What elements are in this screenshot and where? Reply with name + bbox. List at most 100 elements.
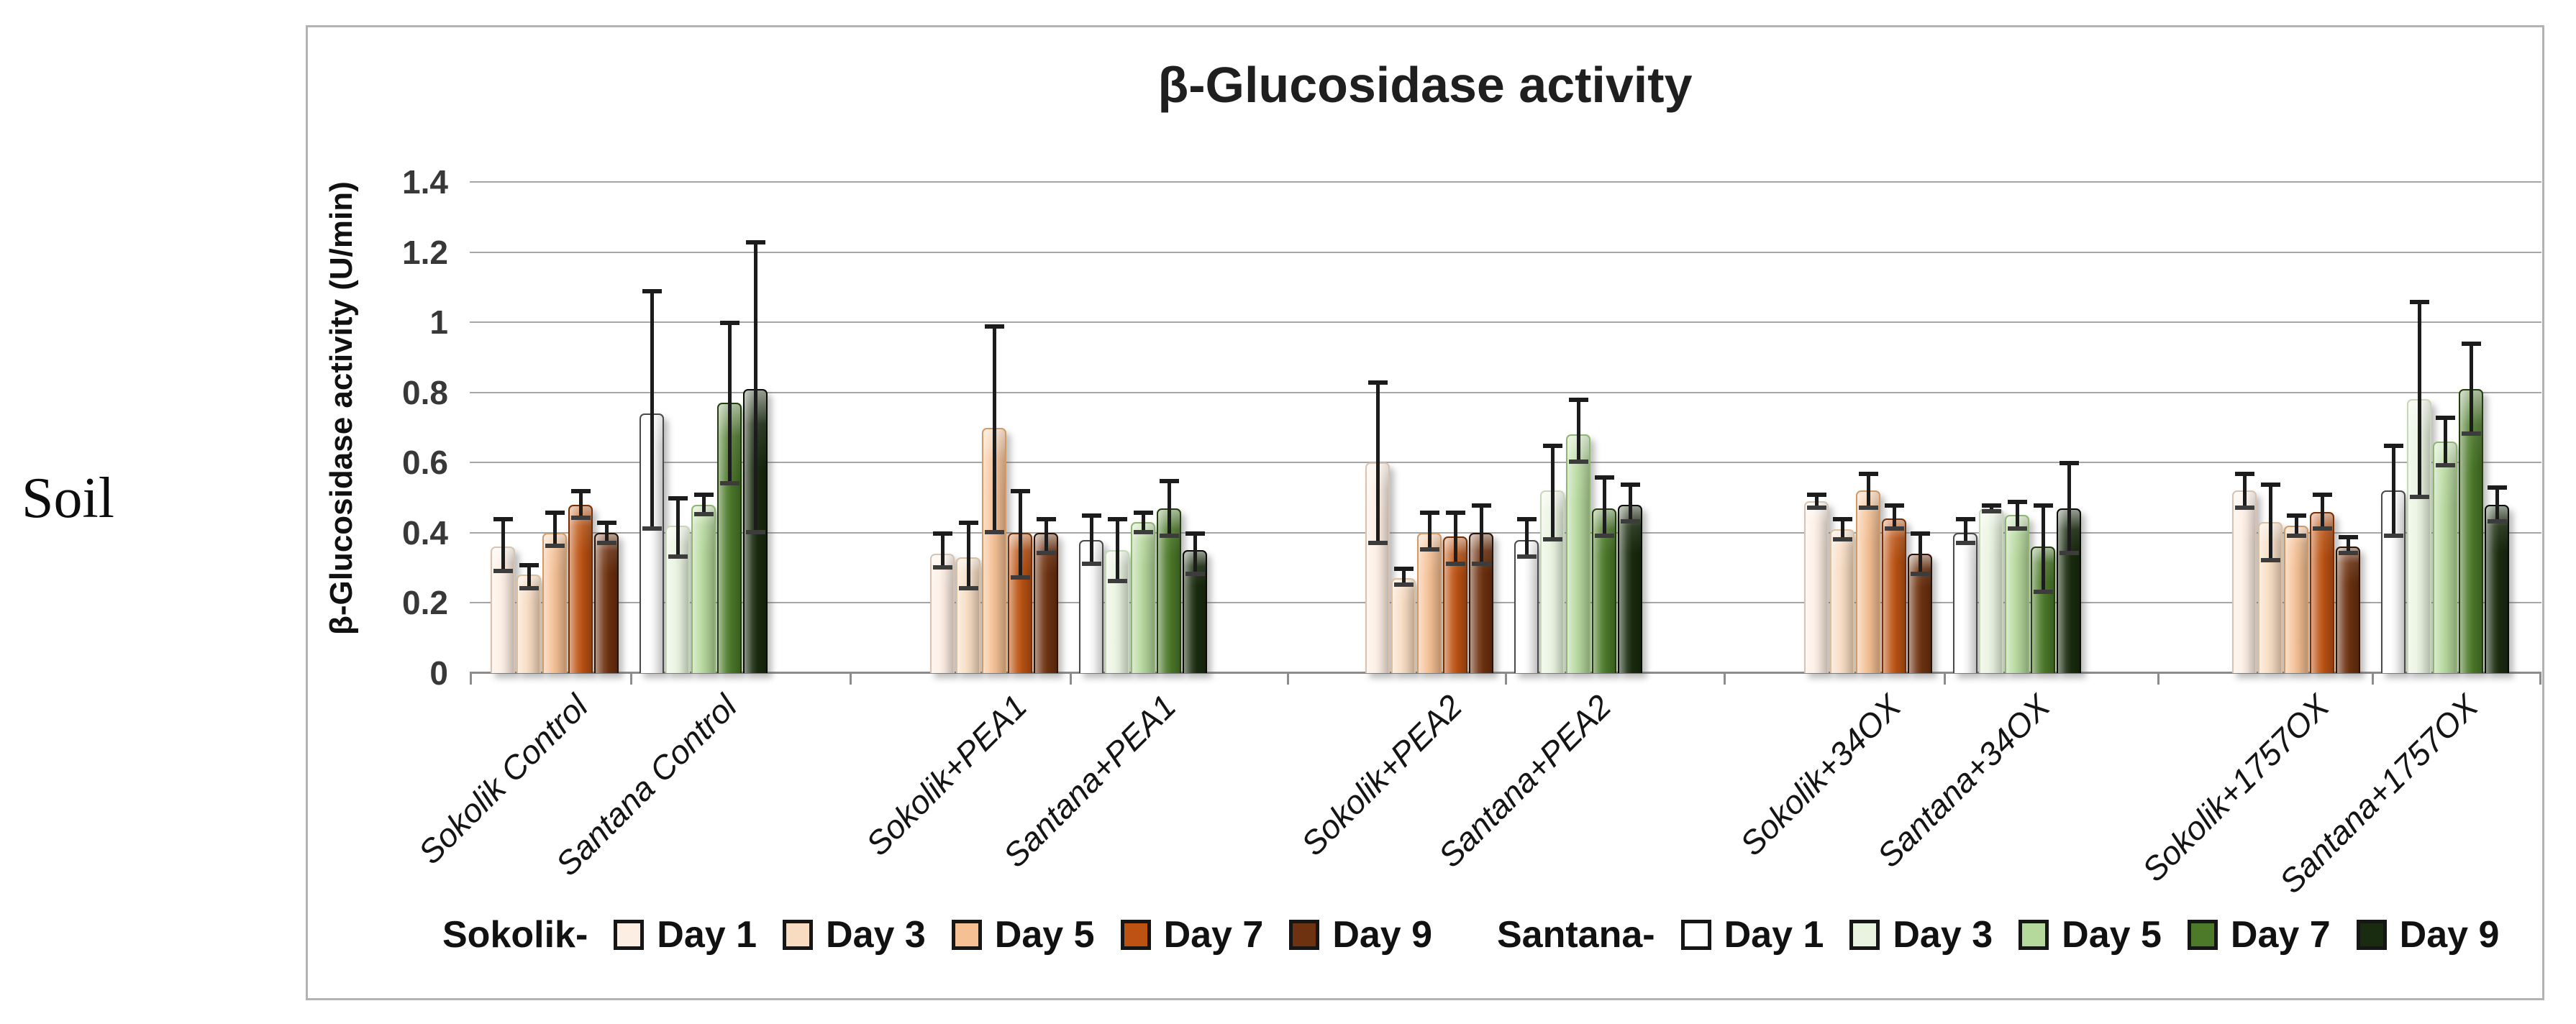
- legend-swatch-santana-day-7: [2187, 920, 2218, 950]
- error-bar-santana-pea2-day-9: [1621, 482, 1640, 524]
- bar-sokolik-1757ox-day-5: [2284, 526, 2308, 673]
- bar-santana-control-day-3: [665, 526, 690, 673]
- error-bar-sokolik-pea1-day-3: [959, 521, 978, 590]
- error-bar-sokolik-1757ox-day-7: [2313, 493, 2332, 531]
- legend-swatch-santana-day-1: [1680, 920, 1711, 950]
- legend-item-santana-day-5: Day 5: [2019, 913, 2162, 956]
- legend-sokolik-prefix: Sokolik-: [442, 914, 588, 956]
- legend-swatch-santana-day-5: [2019, 920, 2049, 950]
- legend-swatch-sokolik-day-9: [1289, 920, 1320, 950]
- error-bar-sokolik-34ox-day-3: [1833, 517, 1852, 541]
- bar-group-sokolik-control: [491, 182, 620, 673]
- error-bar-santana-pea2-day-3: [1543, 443, 1562, 541]
- category-tick-10: [2539, 673, 2541, 685]
- bar-santana-1757ox-day-3: [2407, 399, 2431, 673]
- gridline-y-1: [470, 321, 2541, 324]
- bar-santana-34ox-day-7: [2031, 547, 2055, 673]
- category-tick-0: [470, 673, 472, 685]
- legend-item-santana-day-7: Day 7: [2187, 913, 2331, 956]
- error-bar-sokolik-1757ox-day-1: [2235, 471, 2254, 510]
- legend-label-santana-day-3: Day 3: [1893, 914, 1993, 956]
- legend-item-sokolik-day-9: Day 9: [1289, 913, 1432, 956]
- error-bar-sokolik-34ox-day-1: [1807, 493, 1826, 510]
- x-tick-label-sokolik-pea2: Sokolik+PEA2: [1293, 687, 1470, 863]
- error-bar-santana-pea2-day-7: [1595, 475, 1614, 538]
- error-bar-santana-1757ox-day-5: [2436, 415, 2455, 468]
- category-tick-8: [2157, 673, 2159, 685]
- legend-swatch-santana-day-3: [1849, 920, 1880, 950]
- bar-santana-pea2-day-9: [1618, 504, 1642, 673]
- error-bar-sokolik-control-day-7: [571, 489, 591, 521]
- bar-santana-34ox-day-3: [1979, 508, 2003, 673]
- category-tick-4: [1287, 673, 1289, 685]
- gridline-y-0.6: [470, 462, 2541, 464]
- bar-sokolik-34ox-day-7: [1882, 518, 1906, 673]
- error-bar-sokolik-34ox-day-9: [1911, 531, 1930, 576]
- error-bar-santana-1757ox-day-1: [2384, 443, 2403, 538]
- legend-label-sokolik-day-3: Day 3: [826, 914, 926, 956]
- error-bar-santana-pea1-day-7: [1160, 478, 1179, 538]
- error-bar-sokolik-pea1-day-5: [985, 324, 1004, 534]
- bar-group-sokolik-1757ox: [2232, 182, 2362, 673]
- plot-area: 1.4 1.2 1 0.8 0.6 0.4 0.2 0 Sokolik Control Santa…: [402, 163, 2541, 900]
- bar-group-santana-1757ox: [2381, 182, 2511, 673]
- bar-santana-1757ox-day-7: [2459, 388, 2483, 673]
- legend-label-sokolik-day-7: Day 7: [1163, 914, 1264, 956]
- soil-label: Soil: [22, 467, 114, 530]
- category-tick-5: [1505, 673, 1507, 685]
- y-tick-label-1: 1: [429, 303, 448, 342]
- legend-label-sokolik-day-5: Day 5: [994, 914, 1095, 956]
- bar-sokolik-1757ox-day-9: [2336, 547, 2360, 673]
- error-bar-sokolik-control-day-1: [493, 517, 513, 573]
- error-bar-sokolik-control-day-5: [545, 510, 565, 549]
- bar-sokolik-pea1-day-1: [930, 554, 955, 673]
- gridline-y-0.8: [470, 391, 2541, 393]
- legend-item-santana-day-1: Day 1: [1680, 913, 1824, 956]
- legend-swatch-sokolik-day-5: [951, 920, 982, 950]
- error-bar-santana-1757ox-day-3: [2410, 299, 2429, 500]
- bar-group-sokolik-34ox: [1804, 182, 1934, 673]
- category-tick-7: [1944, 673, 1946, 685]
- error-bar-sokolik-34ox-day-5: [1859, 471, 1878, 510]
- bar-sokolik-34ox-day-5: [1856, 490, 1880, 673]
- category-tick-6: [1724, 673, 1726, 685]
- error-bar-sokolik-pea2-day-7: [1446, 510, 1465, 566]
- bar-sokolik-1757ox-day-7: [2310, 511, 2334, 673]
- error-bar-santana-control-day-1: [642, 289, 662, 531]
- legend-swatch-sokolik-day-3: [783, 920, 814, 950]
- error-bar-sokolik-pea1-day-7: [1011, 489, 1030, 580]
- y-tick-label-0: 0: [429, 654, 448, 692]
- error-bar-santana-control-day-3: [668, 496, 688, 559]
- y-tick-label-1.2: 1.2: [402, 233, 448, 271]
- bar-santana-pea1-day-5: [1131, 522, 1155, 673]
- bar-sokolik-pea2-day-3: [1391, 578, 1416, 673]
- error-bar-santana-pea1-day-9: [1185, 531, 1205, 576]
- error-bar-santana-34ox-day-9: [2060, 461, 2079, 555]
- bar-sokolik-pea1-day-9: [1034, 532, 1058, 673]
- legend-label-santana-day-1: Day 1: [1724, 914, 1824, 956]
- legend-items-santana: Day 1 Day 3 Day 5 Day 7 Day 9: [1680, 913, 2499, 956]
- error-bar-santana-control-day-5: [694, 493, 714, 517]
- chart-title: β-Glucosidase activity: [1157, 57, 1693, 113]
- bar-santana-34ox-day-5: [2005, 515, 2029, 673]
- category-tick-3: [1070, 673, 1072, 685]
- y-tick-label-0.8: 0.8: [402, 373, 448, 411]
- bar-santana-pea2-day-1: [1514, 539, 1539, 673]
- x-tick-label-sokolik-pea1: Sokolik+PEA1: [858, 687, 1034, 863]
- error-bar-sokolik-pea1-day-9: [1037, 517, 1056, 555]
- bar-santana-control-day-5: [691, 504, 716, 673]
- legend-santana: Santana- Day 1 Day 3 Day 5 Day 7 Day 9: [1497, 913, 2499, 956]
- bar-group-sokolik-pea1: [930, 182, 1060, 673]
- error-bar-sokolik-pea2-day-3: [1394, 566, 1414, 588]
- error-bar-sokolik-control-day-9: [597, 521, 616, 545]
- legend-item-santana-day-9: Day 9: [2356, 913, 2499, 956]
- category-tick-1: [630, 673, 632, 685]
- bar-sokolik-control-day-5: [542, 532, 567, 673]
- error-bar-sokolik-pea2-day-5: [1420, 510, 1439, 552]
- gridline-y-0.4: [470, 531, 2541, 534]
- legend-items-sokolik: Day 1 Day 3 Day 5 Day 7 Day 9: [614, 913, 1432, 956]
- chart-panel: β-Glucosidase activity β-Glucosidase act…: [306, 25, 2544, 1000]
- bar-group-sokolik-pea2: [1365, 182, 1495, 673]
- error-bar-sokolik-pea1-day-1: [933, 531, 952, 570]
- legend-label-santana-day-7: Day 7: [2230, 914, 2331, 956]
